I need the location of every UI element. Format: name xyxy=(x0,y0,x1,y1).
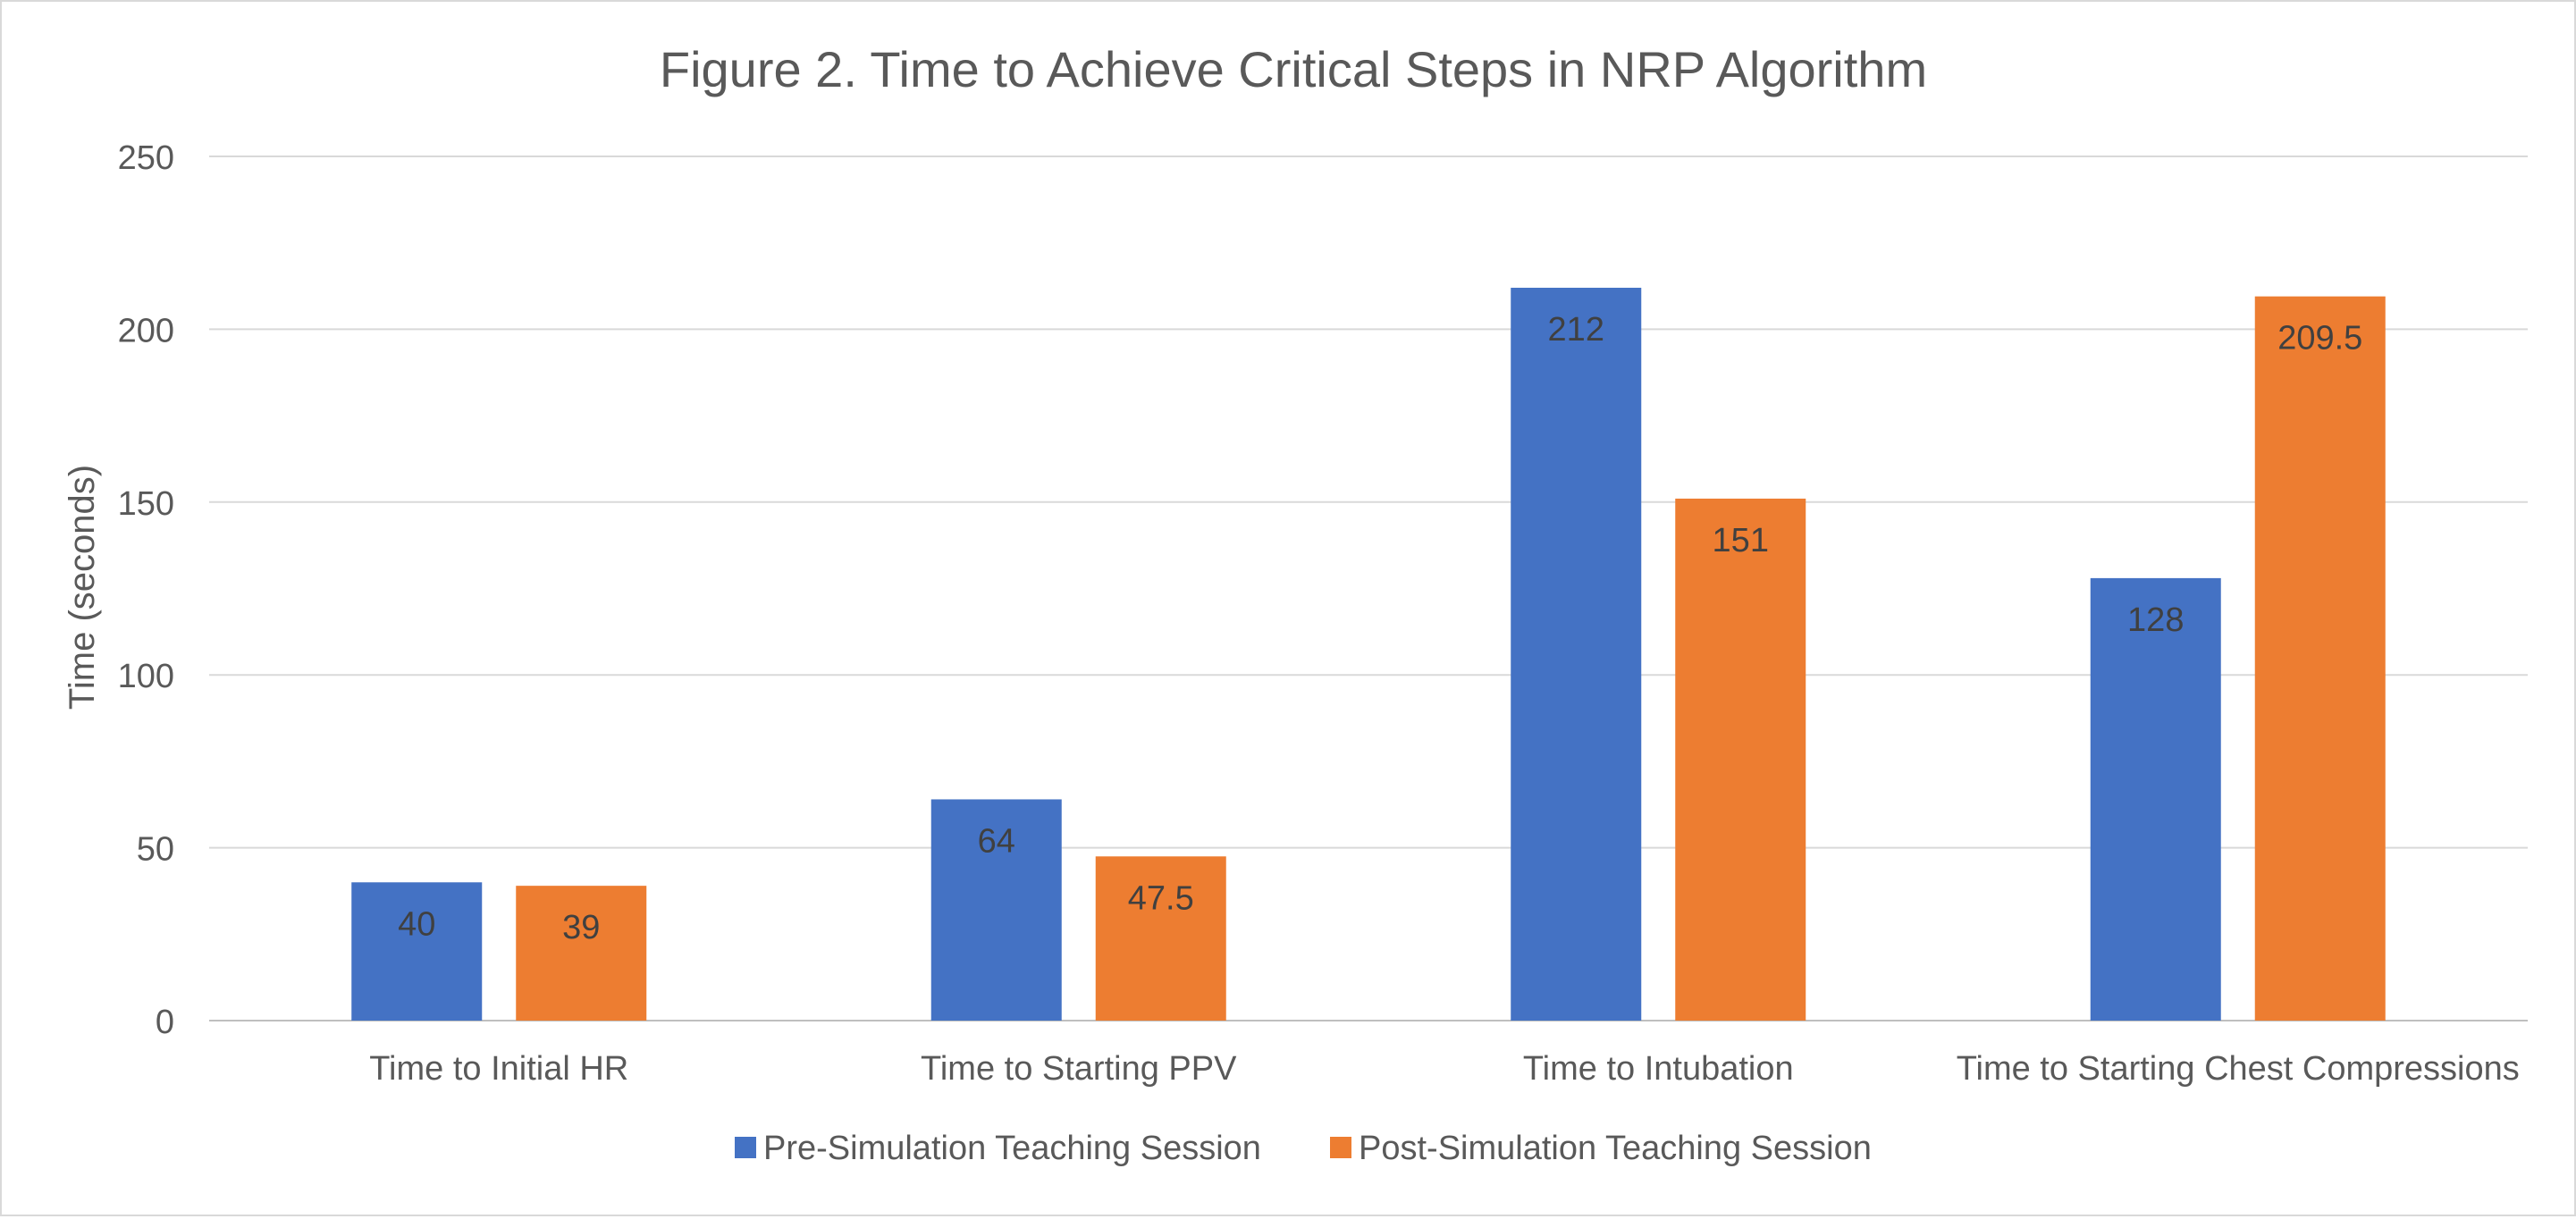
bar-time-to-starting-chest-compressions-post xyxy=(2254,296,2386,1021)
bars xyxy=(351,287,2386,1021)
chart-title: Figure 2. Time to Achieve Critical Steps… xyxy=(660,41,1927,97)
y-tick-label: 200 xyxy=(118,312,174,349)
data-label: 40 xyxy=(398,905,435,943)
legend-swatch xyxy=(735,1137,756,1158)
y-tick-label: 50 xyxy=(137,831,174,869)
x-tick-label: Time to Intubation xyxy=(1523,1050,1794,1088)
y-tick-label: 150 xyxy=(118,485,174,523)
legend-label: Post-Simulation Teaching Session xyxy=(1359,1130,1872,1167)
legend-item-pre: Pre-Simulation Teaching Session xyxy=(735,1130,1261,1167)
bar-time-to-intubation-pre xyxy=(1511,287,1642,1021)
bar-time-to-initial-hr-post xyxy=(516,886,647,1021)
y-tick-label: 0 xyxy=(156,1004,174,1041)
x-tick-label: Time to Initial HR xyxy=(369,1050,628,1088)
data-label: 212 xyxy=(1548,311,1604,349)
x-tick-label: Time to Starting Chest Compressions xyxy=(1957,1050,2520,1088)
data-label: 209.5 xyxy=(2277,320,2362,357)
data-label: 39 xyxy=(562,909,600,946)
data-label: 64 xyxy=(978,822,1015,860)
bar-time-to-starting-chest-compressions-pre xyxy=(2090,577,2221,1021)
y-tick-label: 250 xyxy=(118,139,174,177)
x-axis-ticks: Time to Initial HR Time to Starting PPV Ti… xyxy=(369,1050,2520,1088)
data-label: 151 xyxy=(1713,522,1769,559)
y-tick-label: 100 xyxy=(118,658,174,695)
legend-swatch xyxy=(1330,1137,1351,1158)
y-axis-title: Time (seconds) xyxy=(63,465,102,710)
bar-time-to-intubation-post xyxy=(1675,498,1806,1021)
data-label: 47.5 xyxy=(1128,879,1194,917)
bar-time-to-starting-ppv-post xyxy=(1095,856,1226,1021)
legend-label: Pre-Simulation Teaching Session xyxy=(763,1130,1261,1167)
data-labels: 40 39 64 47.5 212 151 128 209.5 xyxy=(398,311,2362,946)
legend-item-post: Post-Simulation Teaching Session xyxy=(1330,1130,1872,1167)
bar-time-to-starting-ppv-pre xyxy=(930,799,1062,1021)
bar-time-to-initial-hr-pre xyxy=(351,882,483,1021)
x-tick-label: Time to Starting PPV xyxy=(921,1050,1237,1088)
legend: Pre-Simulation Teaching Session Post-Simu… xyxy=(735,1130,1872,1167)
data-label: 128 xyxy=(2127,601,2184,639)
y-axis-ticks: 0 50 100 150 200 250 xyxy=(118,139,174,1041)
